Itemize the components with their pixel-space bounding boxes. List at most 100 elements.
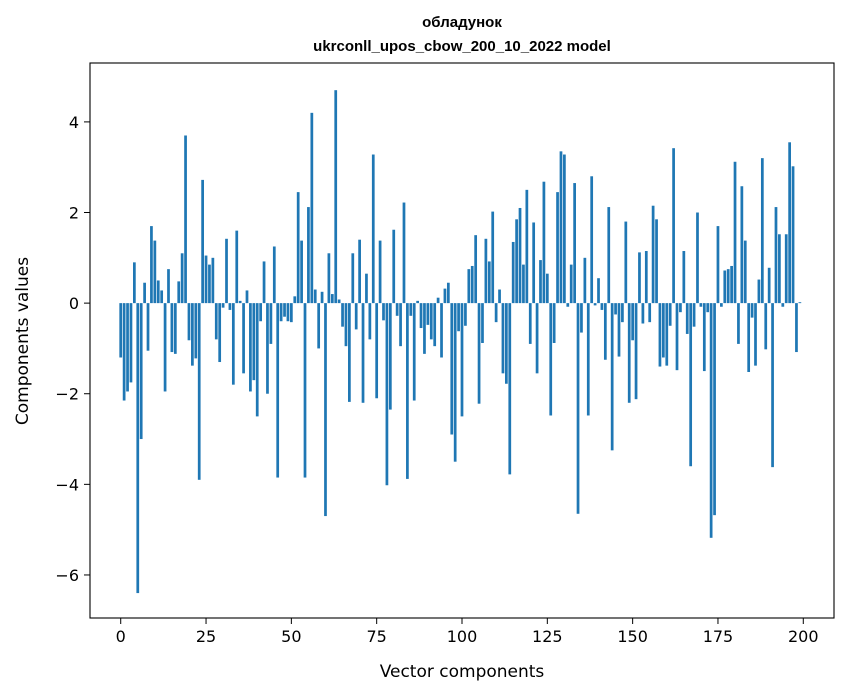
x-axis-label: Vector components — [380, 662, 545, 682]
bar — [661, 303, 665, 358]
bar — [269, 303, 273, 344]
bar — [484, 238, 488, 304]
bar — [460, 303, 464, 417]
bar — [365, 273, 368, 304]
bar — [334, 90, 338, 304]
bar — [286, 303, 290, 322]
bar — [740, 186, 744, 304]
x-tick-label: 75 — [366, 627, 386, 646]
bar — [552, 303, 556, 343]
bar — [487, 261, 491, 304]
bar — [344, 303, 348, 347]
bar — [508, 303, 512, 475]
x-tick-label: 200 — [788, 627, 819, 646]
bar — [580, 303, 583, 333]
bar — [293, 296, 297, 304]
bar — [392, 229, 396, 304]
bar — [255, 303, 259, 417]
bar — [638, 252, 641, 304]
bar — [307, 207, 310, 304]
bar — [788, 142, 791, 304]
bar — [614, 303, 617, 315]
bar — [330, 294, 334, 304]
x-tick-label: 50 — [281, 627, 301, 646]
y-tick-label: 0 — [69, 294, 79, 313]
bar — [593, 303, 597, 306]
bar — [150, 226, 153, 304]
bar — [313, 289, 317, 304]
bar — [692, 303, 696, 327]
bar — [644, 251, 648, 304]
x-tick-label: 100 — [447, 627, 478, 646]
bar — [573, 183, 576, 304]
bar — [563, 154, 566, 304]
bar — [702, 303, 706, 372]
bar — [532, 222, 536, 304]
bar — [371, 154, 375, 304]
bar — [320, 291, 324, 304]
bar — [453, 303, 457, 462]
bar — [341, 303, 344, 327]
bar — [518, 207, 522, 304]
y-tick-label: −4 — [55, 475, 79, 494]
bar — [361, 303, 365, 403]
bar — [771, 303, 774, 468]
bar — [214, 303, 218, 340]
bar — [634, 303, 638, 400]
bar — [665, 303, 669, 366]
bar — [324, 303, 327, 517]
bar — [498, 289, 501, 304]
bar — [522, 264, 525, 304]
bar — [757, 279, 761, 304]
bar — [464, 303, 467, 326]
bar — [699, 303, 703, 307]
bar — [337, 299, 341, 304]
bar — [505, 303, 508, 384]
bar — [494, 303, 498, 323]
bar — [191, 303, 194, 366]
bar — [187, 303, 191, 341]
bar — [153, 240, 157, 304]
bar — [798, 302, 802, 304]
bar — [423, 303, 426, 354]
bar — [180, 253, 184, 304]
bar — [549, 303, 553, 416]
x-tick-label: 175 — [703, 627, 734, 646]
bar — [310, 112, 314, 304]
bar — [627, 303, 631, 403]
y-tick-label: 4 — [69, 113, 79, 132]
bar — [470, 265, 474, 304]
bar — [583, 257, 587, 304]
bar — [262, 261, 266, 304]
bar — [242, 303, 245, 374]
chart-title: обладунок — [422, 14, 502, 31]
bar — [689, 303, 693, 467]
y-axis-ticks: −6 −4 −2 0 2 4 — [55, 113, 90, 585]
bar — [675, 303, 679, 371]
bar — [682, 251, 686, 304]
bar — [245, 290, 249, 304]
bar — [668, 303, 672, 326]
bar — [300, 240, 303, 304]
bar — [385, 303, 389, 486]
bar — [624, 221, 628, 304]
bar — [146, 303, 150, 351]
bar — [528, 303, 532, 344]
bar — [354, 303, 358, 330]
bar — [586, 303, 590, 416]
bar — [511, 241, 515, 304]
bar — [167, 269, 170, 304]
chart-subtitle: ukrconll_upos_cbow_200_10_2022 model — [313, 38, 611, 55]
bar — [713, 303, 716, 516]
bar — [515, 219, 518, 304]
bar — [730, 265, 733, 304]
bar — [119, 303, 123, 358]
bar — [429, 303, 433, 340]
bar — [542, 181, 546, 304]
bar — [289, 303, 293, 323]
bar — [535, 303, 539, 374]
bar — [559, 151, 563, 304]
bar — [617, 303, 621, 357]
bar — [160, 290, 164, 304]
